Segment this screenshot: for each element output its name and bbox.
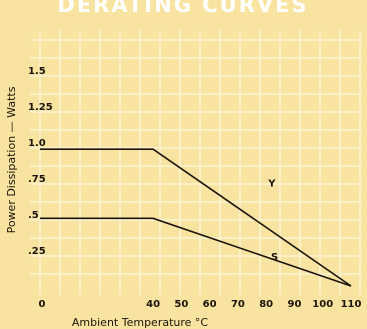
x-tick-label: 110 <box>341 299 362 310</box>
y-axis-label: Power Dissipation — Watts <box>5 86 18 233</box>
series-layer: YS <box>40 148 352 287</box>
x-tick-label: 80 <box>259 299 273 310</box>
x-axis-ticks: 0 40 50 60 70 80 90 100 110 <box>39 299 362 310</box>
x-tick-label: 90 <box>287 299 301 310</box>
y-tick-label: 1.0 <box>28 138 46 149</box>
series-line-s <box>40 217 352 287</box>
x-tick-label: 70 <box>231 299 245 310</box>
x-tick-label: 40 <box>146 299 160 310</box>
y-tick-label: .25 <box>28 246 46 257</box>
y-tick-label: 1.25 <box>28 102 53 113</box>
x-tick-label: 60 <box>203 299 217 310</box>
series-line-y <box>40 148 352 287</box>
x-axis-label: Ambient Temperature °C <box>72 316 209 329</box>
chart-title: DERATING CURVES <box>57 0 308 17</box>
series-label-y: Y <box>267 178 276 189</box>
grid-lines <box>30 30 362 295</box>
y-tick-label: .75 <box>28 174 46 185</box>
series-label-s: S <box>271 252 278 263</box>
x-tick-label: 100 <box>312 299 333 310</box>
y-tick-label: 1.5 <box>28 66 46 77</box>
x-tick-label: 0 <box>39 299 46 310</box>
y-axis-ticks: .25 .5 .75 1.0 1.25 1.5 <box>28 66 53 257</box>
y-tick-label: .5 <box>28 210 39 221</box>
x-tick-label: 50 <box>174 299 188 310</box>
